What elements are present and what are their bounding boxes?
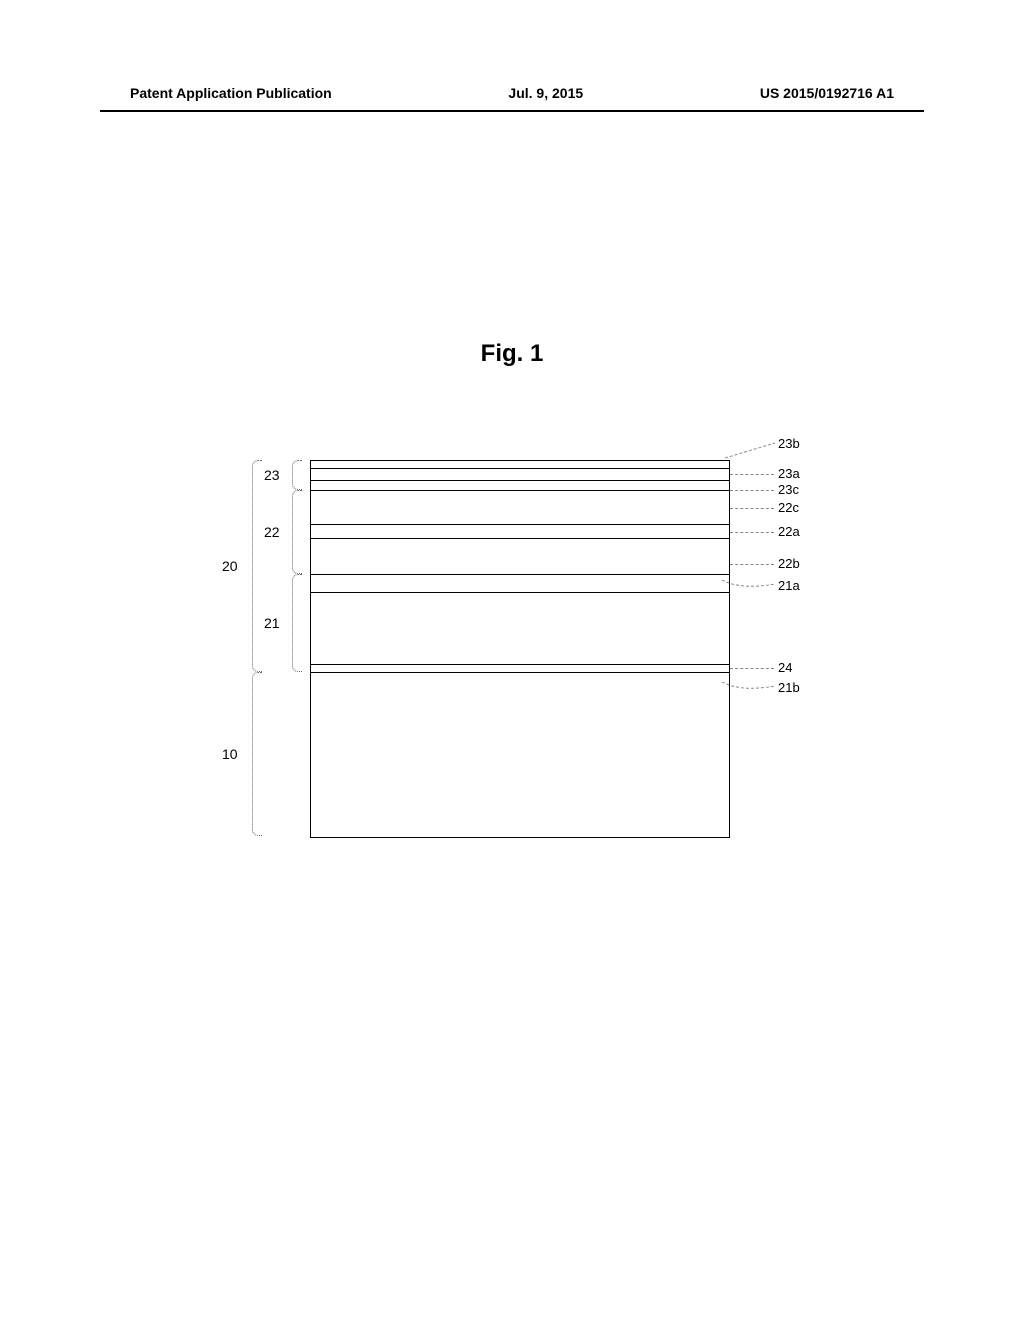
leader-label-23b: 23b [778, 436, 800, 451]
leader-label-23c: 23c [778, 482, 799, 497]
header-rule [100, 110, 924, 112]
leader-23a [730, 474, 774, 475]
layer-23c [311, 481, 729, 491]
page-header: Patent Application Publication Jul. 9, 2… [0, 85, 1024, 101]
bracket-22 [292, 490, 302, 574]
figure-1-diagram: 2322212010 23b23a23c22c22a22b21a2421b [200, 460, 840, 940]
leader-label-22a: 22a [778, 524, 800, 539]
layer-22c [311, 491, 729, 525]
leader-22c [730, 508, 774, 509]
leader-24 [730, 668, 774, 669]
bracket-label-21: 21 [264, 615, 280, 631]
layer-22a [311, 525, 729, 539]
layer-10-body [311, 673, 729, 837]
leader-23c [730, 490, 774, 491]
bracket-label-20: 20 [222, 558, 238, 574]
leader-label-24: 24 [778, 660, 792, 675]
layer-21a [311, 575, 729, 593]
leader-22a [730, 532, 774, 533]
leader-label-21b: 21b [778, 680, 800, 695]
bracket-21 [292, 574, 302, 672]
leader-label-22b: 22b [778, 556, 800, 571]
leader-22b [730, 564, 774, 565]
header-right: US 2015/0192716 A1 [760, 85, 894, 101]
figure-title: Fig. 1 [481, 340, 544, 368]
layer-21-body [311, 593, 729, 665]
leader-label-23a: 23a [778, 466, 800, 481]
leader-label-21a: 21a [778, 578, 800, 593]
bracket-label-10: 10 [222, 746, 238, 762]
bracket-20 [252, 460, 262, 672]
header-left: Patent Application Publication [130, 85, 332, 101]
layer-23a [311, 469, 729, 481]
layer-stack [310, 460, 730, 838]
bracket-10 [252, 672, 262, 836]
bracket-label-23: 23 [264, 467, 280, 483]
header-center: Jul. 9, 2015 [508, 85, 583, 101]
layer-24 [311, 665, 729, 673]
bracket-label-22: 22 [264, 524, 280, 540]
layer-23b [311, 461, 729, 469]
leader-label-22c: 22c [778, 500, 799, 515]
bracket-23 [292, 460, 302, 490]
layer-22b [311, 539, 729, 575]
